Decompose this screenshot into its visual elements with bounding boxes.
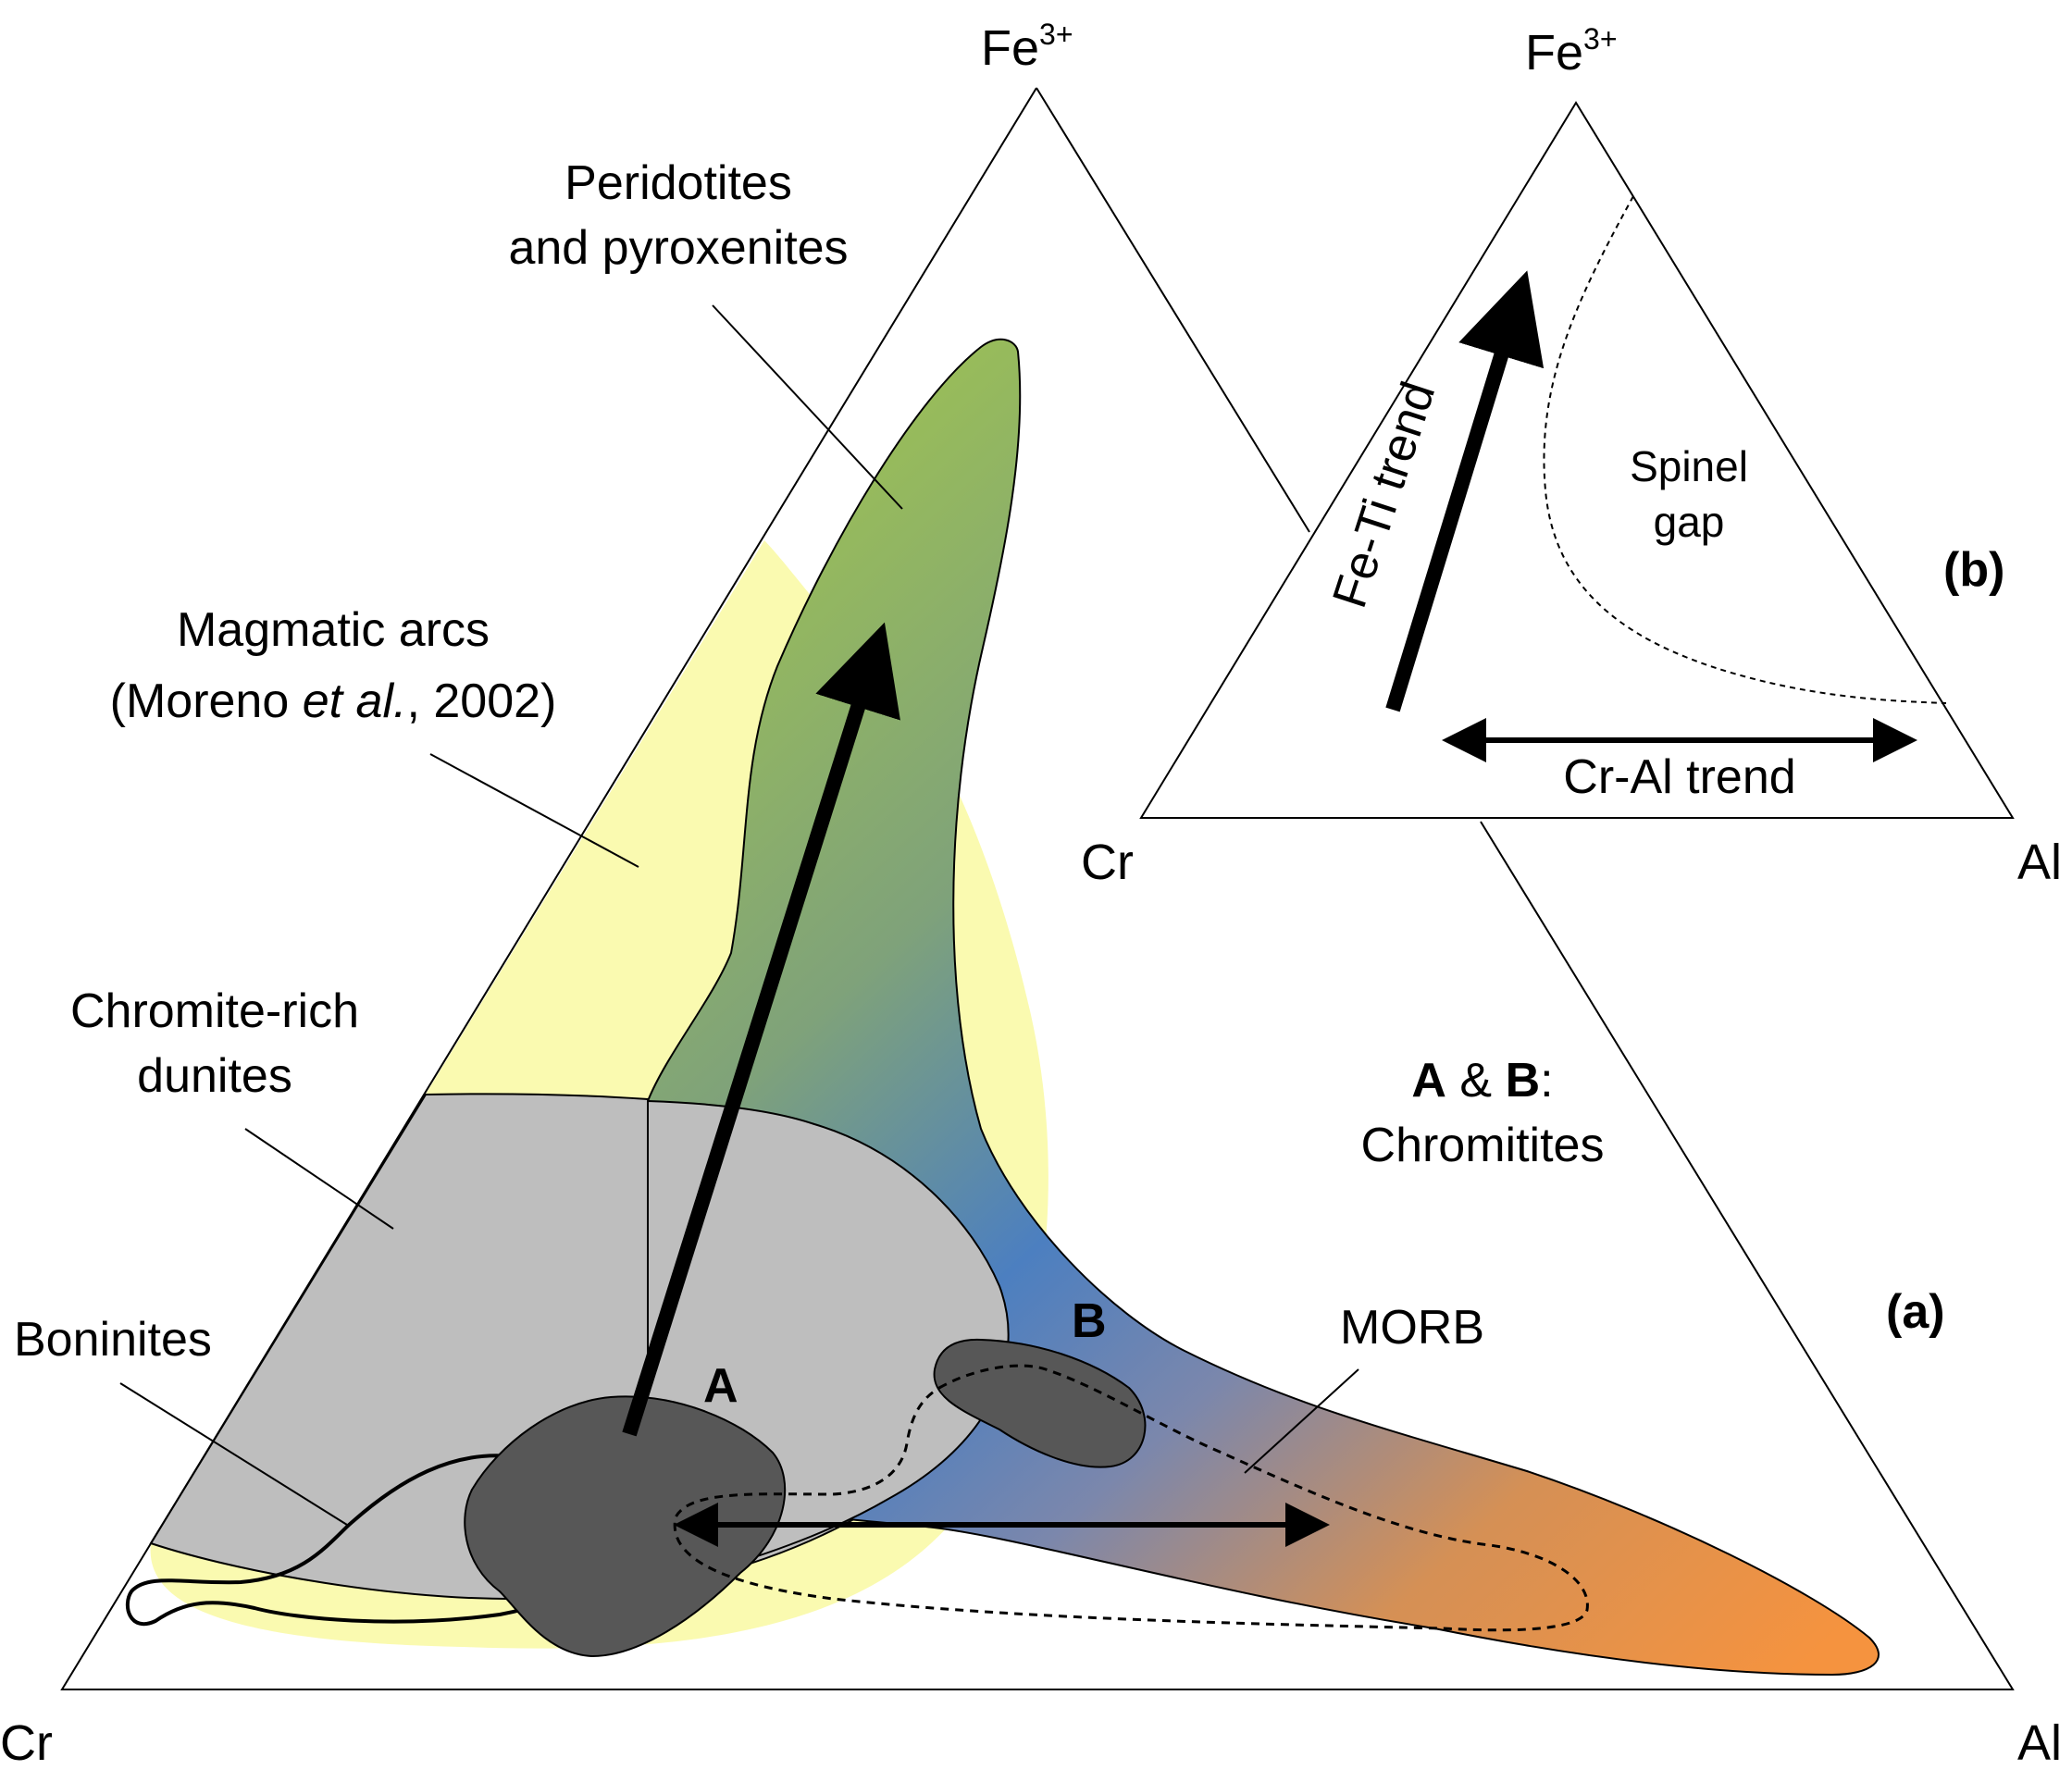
- chromitite-a-label: A: [703, 1359, 738, 1413]
- peridotites-label-line2: and pyroxenites: [508, 221, 848, 275]
- peridotites-label-line1: Peridotites: [565, 156, 792, 210]
- fe-ti-trend-arrow-inset: [1385, 270, 1545, 712]
- inset-triangle-outline: [1139, 101, 2015, 819]
- panel-label-a: (a): [1886, 1285, 1945, 1339]
- main-triangle-outline: [60, 87, 2015, 1690]
- spinel-gap-label-line1: Spinel: [1630, 442, 1748, 490]
- fe-ti-trend-arrow-main: [622, 622, 900, 1437]
- magmatic-arcs-label-line2: (Moreno et al., 2002): [110, 674, 557, 728]
- chromitite-field-b: [933, 1338, 1147, 1468]
- main-vertex-left-label: Cr: [0, 1715, 53, 1771]
- dunites-label-line1: Chromite-rich: [70, 984, 359, 1038]
- magmatic-arcs-leader-line: [429, 753, 639, 868]
- dunites-leader-line: [244, 1128, 394, 1230]
- panel-label-b: (b): [1943, 543, 2004, 597]
- boninites-label: Boninites: [14, 1313, 212, 1367]
- inset-vertex-left-label: Cr: [1081, 835, 1134, 890]
- boninites-leader-line: [119, 1382, 348, 1526]
- main-vertex-top-label: Fe3+: [981, 18, 1073, 76]
- inset-vertex-right-label: Al: [2017, 835, 2062, 890]
- chromitites-caption-line1: A & B:: [1411, 1054, 1553, 1108]
- main-vertex-right-label: Al: [2017, 1715, 2062, 1771]
- spinel-gap-boundary: [1543, 195, 1947, 704]
- morb-label: MORB: [1340, 1301, 1484, 1355]
- peridotites-leader-line: [712, 304, 903, 510]
- chromitite-field-a: [464, 1395, 787, 1658]
- cr-al-trend-label: Cr-Al trend: [1563, 750, 1795, 804]
- spinel-gap-label-line2: gap: [1654, 498, 1725, 546]
- magmatic-arcs-label-line1: Magmatic arcs: [177, 603, 490, 657]
- morb-dashed-outline: [673, 1364, 1589, 1632]
- inset-ternary: Fe3+ Cr Al Fe-Ti trend Cr-Al trend Spine…: [1081, 22, 2062, 890]
- main-ternary: Fe3+ Cr Al Peridotites and pyroxenites M…: [0, 18, 2062, 1771]
- morb-leader-line: [1244, 1368, 1359, 1474]
- dunites-label-line2: dunites: [137, 1049, 292, 1103]
- chromitite-b-label: B: [1072, 1294, 1107, 1348]
- chromitites-caption-line2: Chromitites: [1361, 1119, 1605, 1172]
- inset-vertex-top-label: Fe3+: [1525, 22, 1618, 80]
